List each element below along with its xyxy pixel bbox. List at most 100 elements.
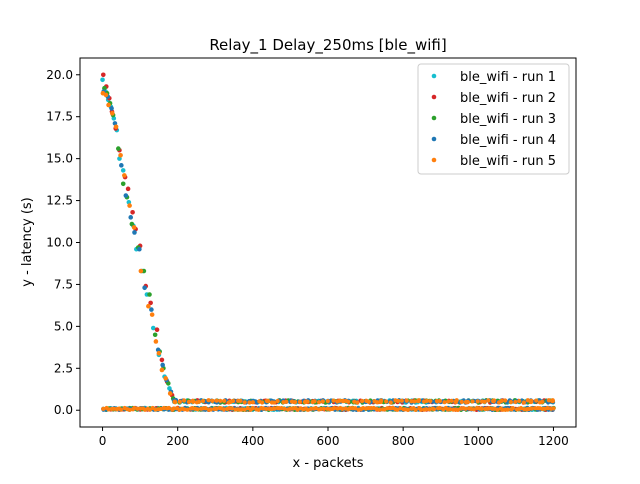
legend-label: ble_wifi - run 3 bbox=[460, 112, 556, 127]
data-point bbox=[275, 398, 280, 404]
data-point bbox=[200, 398, 206, 404]
data-point bbox=[508, 399, 513, 405]
data-point bbox=[428, 398, 433, 404]
data-point bbox=[546, 398, 551, 403]
data-point bbox=[388, 400, 393, 405]
legend-label: ble_wifi - run 2 bbox=[460, 91, 556, 106]
series-5 bbox=[100, 90, 556, 412]
data-point bbox=[340, 406, 345, 411]
data-point bbox=[360, 398, 365, 404]
data-point bbox=[542, 406, 547, 411]
data-point bbox=[321, 406, 326, 411]
legend-marker bbox=[431, 157, 437, 163]
data-point bbox=[320, 399, 325, 404]
legend-marker bbox=[431, 115, 437, 121]
data-point bbox=[313, 406, 318, 411]
data-point bbox=[486, 398, 491, 403]
data-point bbox=[153, 339, 159, 344]
data-point bbox=[214, 398, 219, 403]
y-tick-label: 2.5 bbox=[54, 361, 73, 375]
data-point bbox=[442, 400, 447, 405]
data-point bbox=[171, 406, 176, 411]
data-point bbox=[221, 407, 226, 412]
data-point bbox=[195, 407, 200, 412]
data-point bbox=[404, 398, 409, 403]
data-point bbox=[305, 407, 310, 412]
data-point bbox=[149, 307, 154, 312]
data-point bbox=[186, 399, 192, 405]
data-point bbox=[156, 350, 162, 356]
legend-label: ble_wifi - run 4 bbox=[460, 133, 556, 148]
data-point bbox=[228, 399, 233, 405]
data-point bbox=[550, 398, 556, 404]
data-point bbox=[297, 399, 302, 404]
data-point bbox=[163, 376, 168, 381]
data-point bbox=[182, 407, 187, 412]
data-point bbox=[453, 399, 459, 405]
data-point bbox=[196, 399, 202, 404]
data-point bbox=[499, 398, 504, 403]
y-tick-label: 7.5 bbox=[54, 277, 73, 291]
data-point bbox=[101, 406, 106, 411]
y-tick-label: 20.0 bbox=[46, 68, 73, 82]
data-point bbox=[242, 400, 247, 405]
data-point bbox=[409, 399, 414, 404]
legend-marker bbox=[431, 94, 437, 100]
data-point bbox=[271, 400, 277, 405]
legend-marker bbox=[431, 136, 437, 142]
x-tick-label: 1200 bbox=[538, 434, 569, 448]
data-point bbox=[116, 146, 121, 151]
data-point bbox=[110, 111, 115, 116]
data-point bbox=[366, 399, 371, 404]
data-point bbox=[471, 407, 476, 412]
data-point bbox=[316, 400, 322, 405]
data-point bbox=[475, 399, 480, 404]
data-point bbox=[159, 357, 165, 363]
data-point bbox=[437, 405, 442, 411]
data-point bbox=[127, 203, 132, 208]
data-point bbox=[385, 406, 390, 411]
data-point bbox=[113, 124, 119, 130]
data-point bbox=[166, 405, 172, 411]
data-point bbox=[159, 367, 165, 373]
data-point bbox=[449, 398, 454, 403]
data-point bbox=[482, 399, 487, 404]
data-point bbox=[218, 398, 223, 403]
data-point bbox=[282, 406, 287, 411]
data-point bbox=[540, 399, 545, 404]
data-point bbox=[142, 285, 147, 291]
data-point bbox=[128, 215, 134, 220]
data-point bbox=[345, 399, 351, 404]
data-point bbox=[424, 398, 429, 404]
data-point bbox=[424, 407, 429, 412]
data-point bbox=[377, 407, 382, 412]
data-point bbox=[149, 312, 155, 317]
data-point bbox=[521, 400, 526, 405]
data-point bbox=[518, 406, 524, 411]
data-point bbox=[331, 398, 336, 403]
x-tick-label: 800 bbox=[392, 434, 415, 448]
data-point bbox=[465, 399, 470, 405]
data-point bbox=[127, 407, 132, 412]
data-point bbox=[118, 407, 124, 412]
data-point bbox=[479, 406, 484, 411]
data-point bbox=[375, 400, 380, 405]
legend-box bbox=[417, 63, 570, 175]
data-point bbox=[470, 399, 475, 404]
data-point bbox=[166, 381, 171, 386]
data-point bbox=[229, 406, 235, 411]
data-point bbox=[210, 398, 215, 404]
data-point bbox=[106, 102, 111, 108]
data-point bbox=[208, 407, 213, 412]
data-point bbox=[264, 406, 269, 412]
x-tick-label: 200 bbox=[166, 434, 189, 448]
x-axis-label: x - packets bbox=[293, 456, 364, 471]
data-point bbox=[185, 407, 190, 412]
data-point bbox=[137, 246, 142, 252]
data-point bbox=[167, 391, 173, 396]
data-point bbox=[238, 398, 243, 403]
data-point bbox=[295, 407, 300, 412]
x-tick-label: 0 bbox=[99, 434, 107, 448]
data-point bbox=[528, 399, 534, 405]
data-point bbox=[427, 407, 432, 412]
